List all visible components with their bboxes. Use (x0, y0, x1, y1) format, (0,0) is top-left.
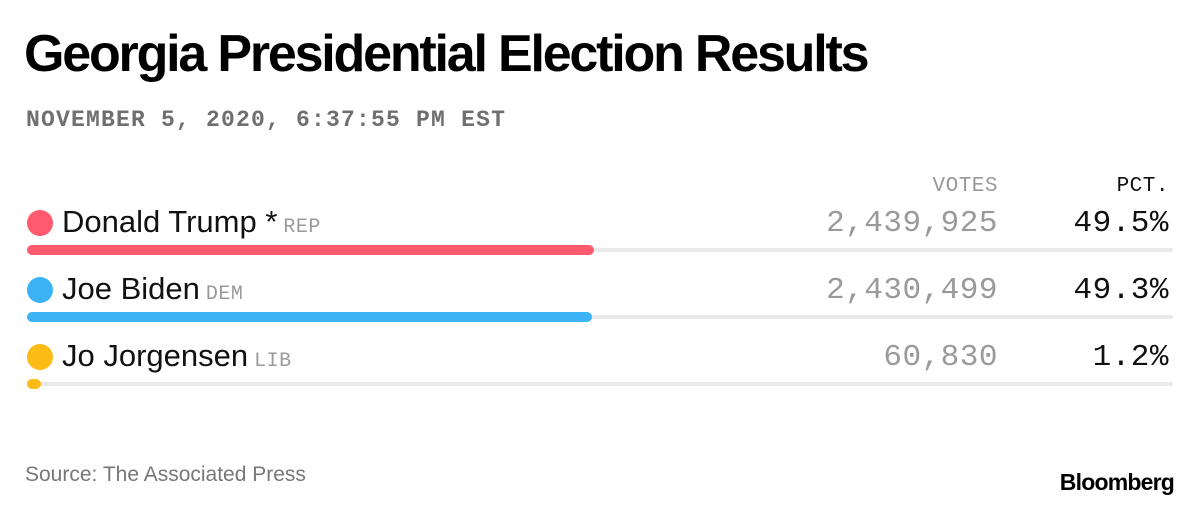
result-bar (27, 245, 595, 255)
bar-track (27, 248, 1173, 252)
vote-percentage: 1.2% (1092, 340, 1169, 375)
vote-percentage: 49.3% (1073, 273, 1169, 308)
candidate-row: Donald Trump * REP 2,439,925 49.5% (0, 200, 1200, 260)
bar-track (27, 315, 1173, 319)
party-color-dot (27, 210, 53, 236)
pct-column-header: PCT. (1116, 175, 1169, 198)
vote-count: 2,439,925 (826, 206, 998, 241)
result-bar (27, 312, 592, 322)
party-color-dot (27, 344, 53, 370)
votes-column-header: VOTES (932, 175, 998, 198)
vote-count: 2,430,499 (826, 273, 998, 308)
party-label: LIB (254, 350, 292, 373)
candidate-name: Joe Biden DEM (62, 271, 244, 306)
candidate-row: Jo Jorgensen LIB 60,830 1.2% (0, 334, 1200, 394)
party-color-dot (27, 277, 53, 303)
candidate-row: Joe Biden DEM 2,430,499 49.3% (0, 267, 1200, 327)
vote-count: 60,830 (883, 340, 998, 375)
candidate-name: Donald Trump * REP (62, 204, 321, 239)
source-note: Source: The Associated Press (25, 463, 306, 486)
chart-title: Georgia Presidential Election Results (24, 25, 870, 83)
candidate-name: Jo Jorgensen LIB (62, 338, 292, 373)
result-bar (27, 379, 41, 389)
bloomberg-logo: Bloomberg (1059, 469, 1175, 495)
party-label: DEM (205, 283, 244, 306)
chart-timestamp: NOVEMBER 5, 2020, 6:37:55 PM EST (26, 107, 507, 133)
bar-track (27, 382, 1173, 386)
party-label: REP (283, 216, 321, 239)
vote-percentage: 49.5% (1073, 206, 1169, 241)
